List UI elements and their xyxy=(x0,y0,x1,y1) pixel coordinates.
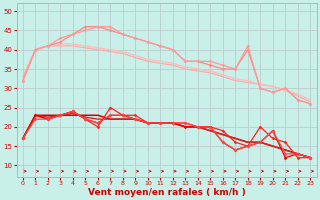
X-axis label: Vent moyen/en rafales ( km/h ): Vent moyen/en rafales ( km/h ) xyxy=(88,188,245,197)
